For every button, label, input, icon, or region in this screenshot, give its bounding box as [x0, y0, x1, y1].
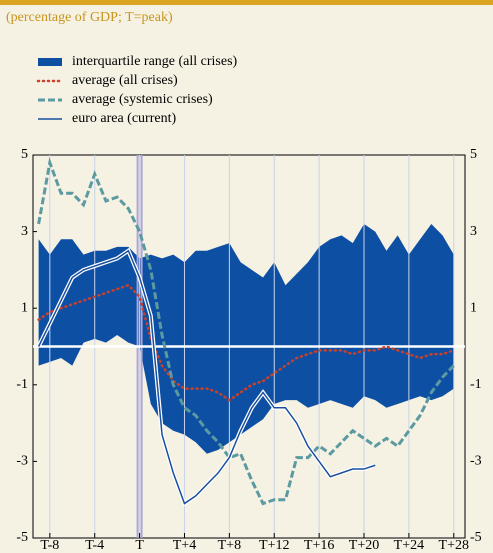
- x-tick-label: T+12: [259, 538, 289, 553]
- x-tick-label: T-4: [85, 538, 104, 553]
- legend-label: average (systemic crises): [72, 92, 213, 107]
- y-tick-label: -1: [16, 377, 28, 392]
- top-bar: [0, 0, 493, 5]
- line: [37, 283, 456, 402]
- x-tick-label: T+16: [304, 538, 334, 553]
- y2-tick-label: 3: [470, 224, 477, 239]
- x-tick-label: T+20: [349, 538, 379, 553]
- legend-label: euro area (current): [72, 111, 176, 126]
- y-tick-label: 3: [21, 224, 28, 239]
- x-tick-label: T+4: [173, 538, 196, 553]
- legend-label: average (all crises): [72, 73, 178, 88]
- x-tick-label: T-8: [40, 538, 59, 553]
- y-tick-label: -3: [16, 454, 28, 469]
- x-tick-label: T+8: [218, 538, 241, 553]
- y-tick-label: 1: [21, 300, 28, 315]
- y2-tick-label: 5: [470, 147, 477, 162]
- y2-tick-label: -1: [470, 377, 482, 392]
- x-tick-label: T+28: [439, 538, 469, 553]
- line: [37, 156, 455, 506]
- y-tick-label: 5: [21, 147, 28, 162]
- y2-tick-label: 1: [470, 300, 477, 315]
- y-tick-label: -5: [16, 530, 28, 545]
- x-tick-label: T+24: [394, 538, 424, 553]
- y2-tick-label: -5: [470, 530, 482, 545]
- x-tick-label: T: [135, 538, 144, 553]
- chart-subtitle: (percentage of GDP; T=peak): [6, 10, 173, 25]
- legend-label: interquartile range (all crises): [72, 54, 238, 69]
- line: [37, 249, 376, 505]
- y2-tick-label: -3: [470, 454, 482, 469]
